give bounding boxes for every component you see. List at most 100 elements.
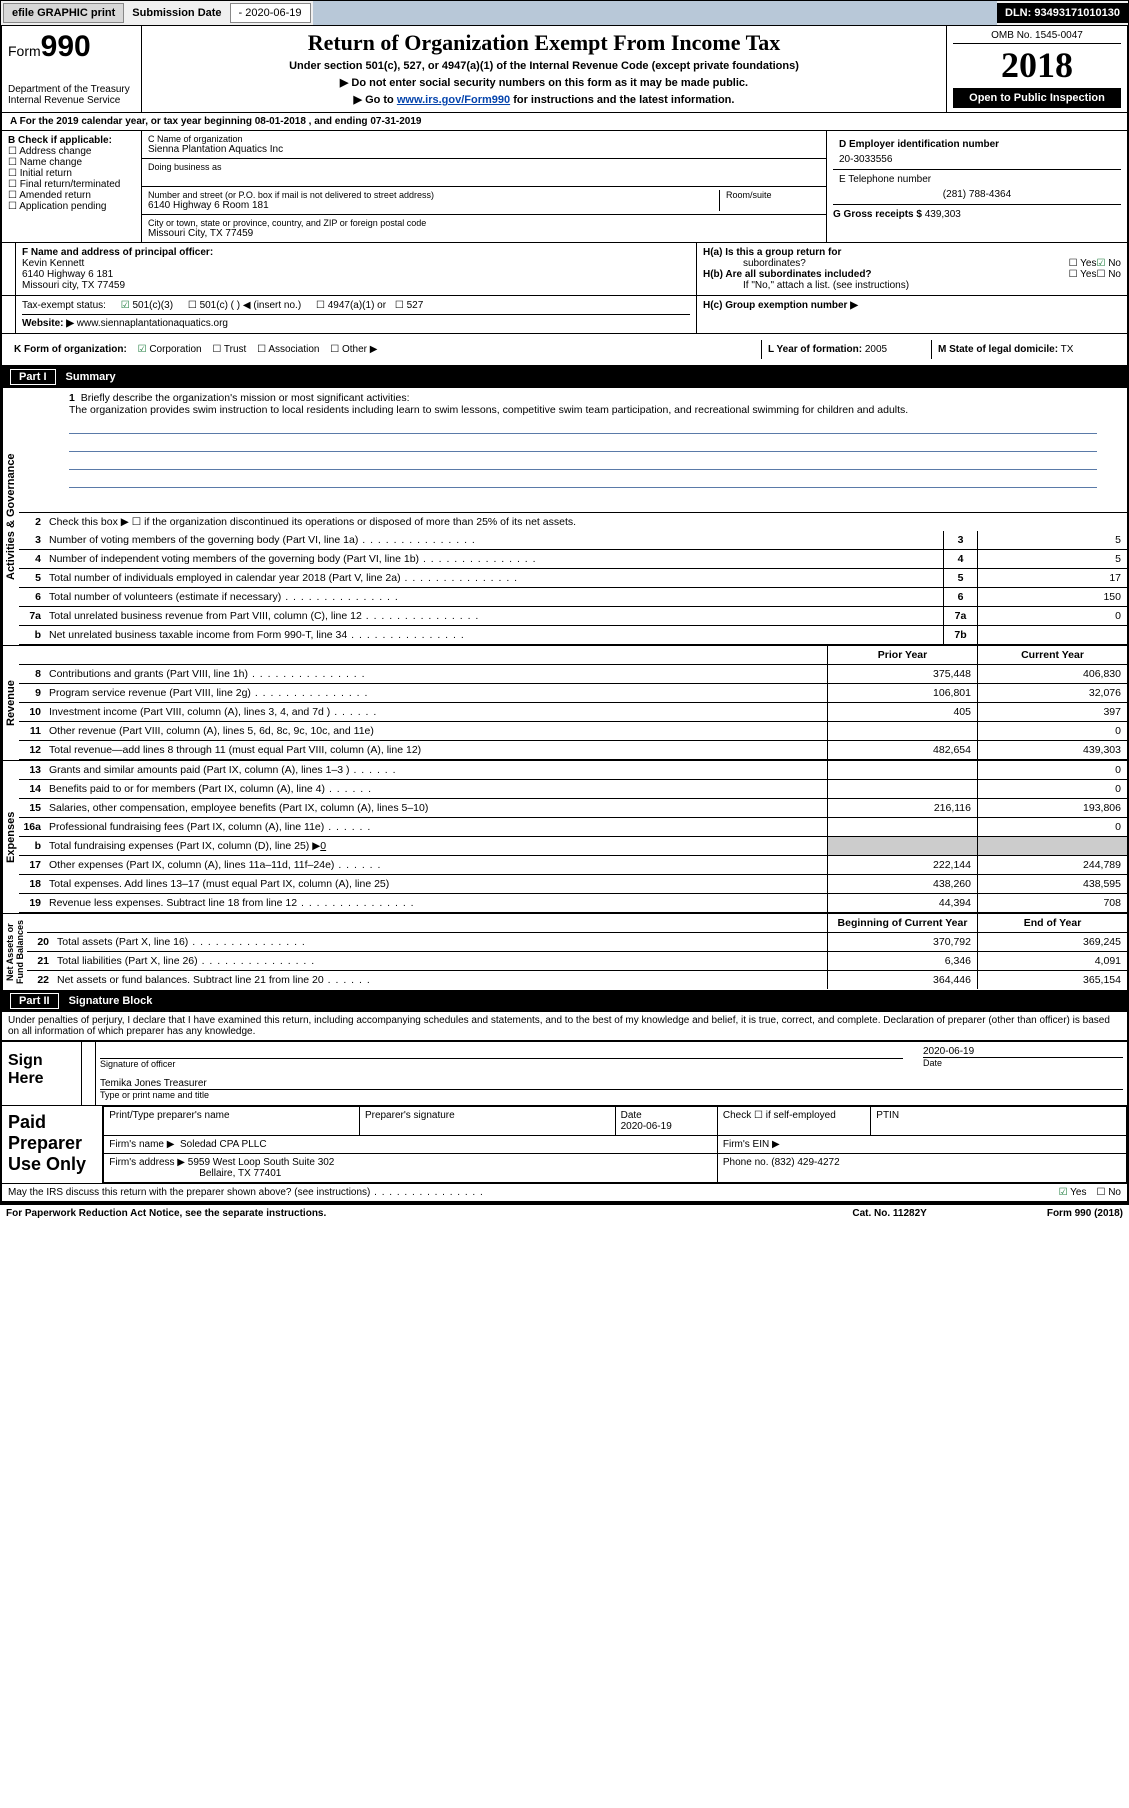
room-label: Room/suite — [726, 190, 820, 200]
p15: 216,116 — [827, 799, 977, 817]
state-domicile-value: TX — [1061, 344, 1074, 355]
p8: 375,448 — [827, 665, 977, 683]
ha-yes[interactable]: Yes — [1069, 258, 1097, 269]
discuss-yes[interactable]: Yes — [1059, 1187, 1087, 1198]
line-4: Number of independent voting members of … — [45, 550, 943, 568]
officer-addr2: Missouri city, TX 77459 — [22, 280, 690, 291]
paperwork-notice: For Paperwork Reduction Act Notice, see … — [6, 1208, 852, 1219]
check-corporation[interactable]: Corporation — [138, 344, 202, 355]
part2-title: Signature Block — [69, 995, 153, 1007]
ein-value: 20-3033556 — [839, 154, 1115, 165]
form-subtitle-2: ▶ Do not enter social security numbers o… — [148, 76, 940, 89]
phone-value: (281) 788-4364 — [839, 189, 1115, 200]
activities-governance-section: Activities & Governance 1 Briefly descri… — [2, 388, 1127, 646]
p21: 6,346 — [827, 952, 977, 970]
hc-label: H(c) Group exemption number ▶ — [703, 300, 858, 311]
p20: 370,792 — [827, 933, 977, 951]
c16a: 0 — [977, 818, 1127, 836]
sig-officer-label: Signature of officer — [100, 1059, 175, 1069]
check-501c3[interactable]: 501(c)(3) — [121, 300, 173, 311]
line-18: Total expenses. Add lines 13–17 (must eq… — [45, 875, 827, 893]
firm-phone: Phone no. (832) 429-4272 — [717, 1154, 1126, 1183]
state-domicile-label: M State of legal domicile: — [938, 344, 1058, 355]
check-501c[interactable]: 501(c) ( ) ◀ (insert no.) — [188, 300, 301, 311]
revenue-section: Revenue Prior YearCurrent Year 8Contribu… — [2, 646, 1127, 761]
c22: 365,154 — [977, 971, 1127, 989]
line-16a: Professional fundraising fees (Part IX, … — [45, 818, 827, 836]
check-initial-return[interactable]: Initial return — [8, 168, 135, 179]
box-b: B Check if applicable: Address change Na… — [2, 131, 142, 242]
tax-year: 2018 — [953, 44, 1121, 86]
val-7a: 0 — [977, 607, 1127, 625]
line-17: Other expenses (Part IX, column (A), lin… — [45, 856, 827, 874]
hb-yes[interactable]: Yes — [1069, 269, 1097, 280]
eoy-header: End of Year — [977, 914, 1127, 932]
check-4947[interactable]: 4947(a)(1) or — [316, 300, 386, 311]
line-11: Other revenue (Part VIII, column (A), li… — [45, 722, 827, 740]
val-6: 150 — [977, 588, 1127, 606]
dept-treasury: Department of the Treasury Internal Reve… — [8, 84, 135, 106]
discuss-no[interactable]: No — [1096, 1187, 1121, 1198]
website-value: www.siennaplantationaquatics.org — [77, 318, 228, 329]
top-toolbar: efile GRAPHIC print Submission Date - 20… — [0, 0, 1129, 26]
year-formation-value: 2005 — [865, 344, 887, 355]
firm-name-value: Soledad CPA PLLC — [180, 1139, 267, 1150]
paid-preparer-label: Paid Preparer Use Only — [2, 1106, 103, 1183]
c15: 193,806 — [977, 799, 1127, 817]
hb-no[interactable]: No — [1096, 269, 1121, 280]
check-amended-return[interactable]: Amended return — [8, 190, 135, 201]
p16a — [827, 818, 977, 836]
org-name: Sienna Plantation Aquatics Inc — [148, 144, 820, 155]
city-value: Missouri City, TX 77459 — [148, 228, 820, 239]
type-print-label: Type or print name and title — [100, 1090, 209, 1100]
sign-here-label: Sign Here — [2, 1042, 82, 1105]
check-final-return[interactable]: Final return/terminated — [8, 179, 135, 190]
section-bcd: B Check if applicable: Address change Na… — [2, 131, 1127, 243]
p10: 405 — [827, 703, 977, 721]
check-other[interactable]: Other ▶ — [330, 344, 377, 355]
firm-name-label: Firm's name ▶ — [109, 1139, 174, 1150]
irs-discuss-row: May the IRS discuss this return with the… — [2, 1183, 1127, 1201]
box-c: C Name of organizationSienna Plantation … — [142, 131, 827, 242]
check-application-pending[interactable]: Application pending — [8, 201, 135, 212]
part1-header: Part I Summary — [2, 366, 1127, 388]
hb-label: H(b) Are all subordinates included? — [703, 269, 1069, 280]
form-title: Return of Organization Exempt From Incom… — [148, 30, 940, 56]
signature-declaration: Under penalties of perjury, I declare th… — [2, 1012, 1127, 1040]
mission-text: The organization provides swim instructi… — [69, 404, 908, 416]
line-22: Net assets or fund balances. Subtract li… — [53, 971, 827, 989]
ha-no[interactable]: No — [1096, 258, 1121, 269]
line-3: Number of voting members of the governin… — [45, 531, 943, 549]
officer-addr1: 6140 Highway 6 181 — [22, 269, 690, 280]
dln-value: DLN: 93493171010130 — [997, 3, 1128, 23]
current-year-header: Current Year — [977, 646, 1127, 664]
check-name-change[interactable]: Name change — [8, 157, 135, 168]
check-address-change[interactable]: Address change — [8, 146, 135, 157]
part1-label: Part I — [10, 369, 56, 385]
firm-addr1: 5959 West Loop South Suite 302 — [188, 1157, 335, 1168]
c18: 438,595 — [977, 875, 1127, 893]
c21: 4,091 — [977, 952, 1127, 970]
c9: 32,076 — [977, 684, 1127, 702]
form-subtitle-3: ▶ Go to www.irs.gov/Form990 for instruct… — [148, 93, 940, 106]
efile-print-button[interactable]: efile GRAPHIC print — [3, 3, 124, 23]
cat-no: Cat. No. 11282Y — [852, 1208, 926, 1219]
submission-date-value: - 2020-06-19 — [230, 3, 311, 23]
line-12: Total revenue—add lines 8 through 11 (mu… — [45, 741, 827, 759]
line-1-mission: 1 Briefly describe the organization's mi… — [19, 388, 1127, 513]
irs-discuss-text: May the IRS discuss this return with the… — [8, 1187, 1039, 1198]
line-2: Check this box ▶ ☐ if the organization d… — [45, 513, 1127, 531]
officer-name: Kevin Kennett — [22, 258, 690, 269]
p12: 482,654 — [827, 741, 977, 759]
sign-here-block: Sign Here Signature of officer 2020-06-1… — [2, 1040, 1127, 1105]
line-21: Total liabilities (Part X, line 26) — [53, 952, 827, 970]
p18: 438,260 — [827, 875, 977, 893]
check-527[interactable]: 527 — [395, 300, 423, 311]
p19: 44,394 — [827, 894, 977, 912]
irs-link[interactable]: www.irs.gov/Form990 — [397, 94, 510, 106]
check-trust[interactable]: Trust — [212, 344, 246, 355]
row-a-tax-year: A For the 2019 calendar year, or tax yea… — [2, 113, 1127, 131]
box-b-header: B Check if applicable: — [8, 135, 112, 146]
prep-self-employed[interactable]: Check ☐ if self-employed — [717, 1107, 870, 1136]
check-association[interactable]: Association — [257, 344, 319, 355]
